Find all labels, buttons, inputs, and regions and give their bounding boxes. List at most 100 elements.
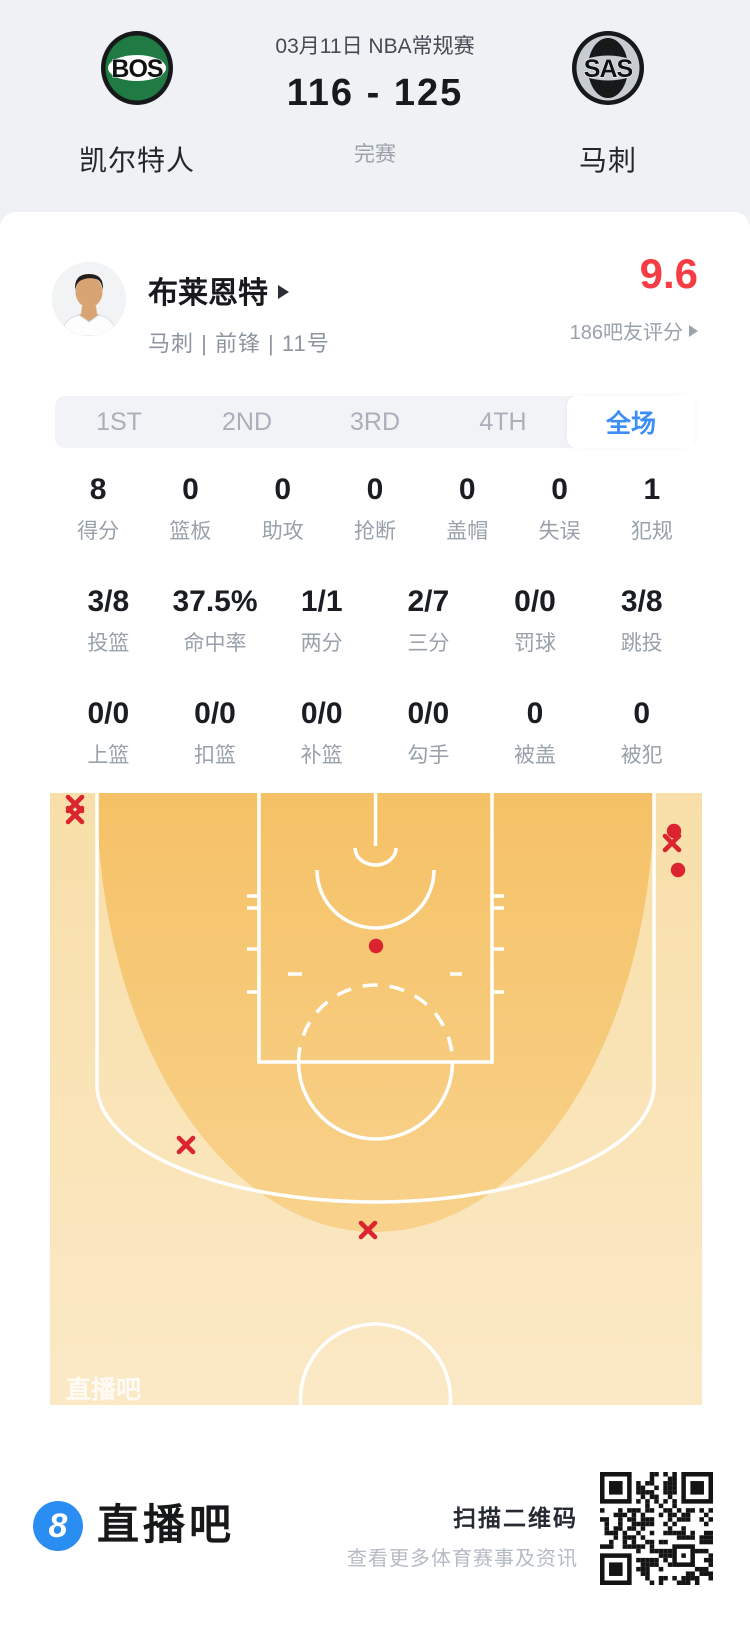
rating-note-text: 186吧友评分: [569, 322, 683, 344]
stat-命中率: 37.5% 命中率: [162, 586, 269, 657]
rating-arrow-icon: [689, 324, 698, 337]
lane-lines: [257, 793, 494, 1064]
brand-logo-icon[interactable]: 8: [33, 1501, 83, 1551]
shot-miss-x: [358, 1220, 378, 1240]
stat-value: 0: [366, 473, 384, 506]
center-circle: [298, 1322, 453, 1405]
rating-box: 9.6 186吧友评分: [570, 250, 698, 345]
court-lines: [95, 793, 656, 1405]
lane-ticks-right: [492, 894, 504, 994]
tab-1st[interactable]: 1ST: [96, 407, 142, 436]
svg-text:BOS: BOS: [111, 55, 163, 83]
stat-row-detail: 0/0 上篮 0/0 扣篮 0/0 补篮 0/0 勾手 0 被盖 0 被犯: [55, 698, 695, 769]
stat-value: 0: [551, 473, 568, 506]
svg-text:SAS: SAS: [584, 55, 633, 83]
stat-label: 补篮: [300, 744, 343, 767]
away-team-logo: SAS: [572, 31, 644, 105]
stat-value: 0/0: [194, 697, 236, 730]
player-avatar[interactable]: [52, 262, 126, 336]
game-date: 03月11日 NBA常规赛: [275, 35, 475, 58]
shot-make-dot: [368, 938, 384, 954]
court-watermark: 直播吧: [66, 1376, 141, 1404]
stat-label: 罚球: [514, 632, 557, 655]
stat-value: 0: [274, 473, 292, 506]
stat-value: 0: [526, 697, 544, 730]
shot-chart-area: 直播吧: [50, 793, 702, 1405]
scan-subtitle: 查看更多体育赛事及资讯: [347, 1548, 578, 1570]
stat-label: 上篮: [87, 744, 130, 767]
stat-犯规: 1 犯规: [606, 474, 698, 545]
stat-value: 1: [643, 473, 661, 506]
stat-label: 被盖: [514, 744, 557, 767]
player-detail-arrow-icon: [278, 284, 289, 299]
stat-勾手: 0/0 勾手: [375, 698, 482, 769]
stat-label: 两分: [300, 632, 343, 655]
scan-title: 扫描二维码: [453, 1505, 578, 1531]
stat-label: 投篮: [87, 632, 130, 655]
stat-label: 助攻: [261, 520, 304, 543]
tab-3rd[interactable]: 3RD: [349, 407, 400, 436]
stat-value: 37.5%: [172, 585, 258, 618]
stat-三分: 2/7 三分: [375, 586, 482, 657]
stat-label: 扣篮: [194, 744, 236, 767]
player-meta: 马刺 | 前锋 | 11号: [148, 331, 330, 356]
stat-label: 得分: [77, 520, 120, 543]
stat-value: 3/8: [87, 585, 130, 618]
court-three-point-zone: [97, 793, 654, 1233]
shot-miss-x: [176, 1135, 196, 1155]
player-name: 布莱恩特: [148, 277, 268, 310]
quarter-tab-bar: 1ST 2ND 3RD 4TH 全场: [55, 396, 695, 448]
stat-助攻: 0 助攻: [237, 474, 329, 545]
player-card: 布莱恩特 马刺 | 前锋 | 11号 9.6 186吧友评分 1ST 2ND 3RD…: [0, 212, 750, 1629]
restricted-arc: [315, 869, 436, 930]
stat-label: 命中率: [183, 632, 247, 655]
stat-label: 跳投: [620, 632, 663, 655]
stat-label: 抢断: [353, 520, 396, 543]
shot-make-dot: [670, 862, 686, 878]
stat-两分: 1/1 两分: [268, 586, 375, 657]
game-score: 116 - 125: [286, 72, 464, 114]
stat-扣篮: 0/0 扣篮: [162, 698, 269, 769]
stat-抢断: 0 抢断: [329, 474, 421, 545]
stat-value: 8: [89, 473, 107, 506]
stat-value: 0: [182, 473, 199, 506]
stat-补篮: 0/0 补篮: [268, 698, 375, 769]
home-team-logo: BOS: [101, 31, 173, 105]
stat-label: 犯规: [630, 520, 673, 543]
stat-上篮: 0/0 上篮: [55, 698, 162, 769]
stat-投篮: 3/8 投篮: [55, 586, 162, 657]
away-team-name: 马刺: [578, 145, 637, 176]
ft-circle-solid: [296, 1061, 455, 1141]
stat-label: 篮板: [169, 520, 212, 543]
stat-label: 失误: [538, 520, 581, 543]
home-team-name: 凯尔特人: [78, 145, 195, 176]
player-info[interactable]: 布莱恩特 马刺 | 前锋 | 11号: [148, 268, 330, 358]
shot-chart: 直播吧: [50, 793, 702, 1405]
lane-ticks-left: [247, 894, 259, 994]
stat-盖帽: 0 盖帽: [421, 474, 513, 545]
rating-value: 9.6: [639, 250, 698, 297]
home-team: BOS 凯尔特人: [57, 30, 217, 179]
qr-code: [600, 1472, 713, 1585]
stat-value: 0/0: [514, 585, 556, 618]
stat-row-shooting: 3/8 投篮 37.5% 命中率 1/1 两分 2/7 三分 0/0 罚球 3/8 跳投: [55, 586, 695, 657]
stat-被盖: 0 被盖: [482, 698, 589, 769]
stat-value: 1/1: [300, 585, 343, 618]
player-photo-icon: [52, 262, 126, 336]
game-status: 完赛: [354, 143, 396, 166]
stat-value: 0/0: [407, 697, 450, 730]
stat-跳投: 3/8 跳投: [588, 586, 695, 657]
shot-miss-x: [65, 805, 85, 825]
away-team: SAS 马刺: [528, 30, 688, 179]
stat-失误: 0 失误: [513, 474, 605, 545]
rating-note-link[interactable]: 186吧友评分: [570, 316, 698, 345]
tab-2nd[interactable]: 2ND: [221, 407, 272, 436]
stat-罚球: 0/0 罚球: [482, 586, 589, 657]
stat-value: 0: [458, 473, 476, 506]
tab-全场[interactable]: 全场: [567, 396, 695, 448]
stat-label: 被犯: [620, 744, 663, 767]
three-point-line: [95, 793, 656, 1204]
tab-4th[interactable]: 4TH: [479, 407, 527, 436]
shot-marks: [65, 794, 686, 1240]
